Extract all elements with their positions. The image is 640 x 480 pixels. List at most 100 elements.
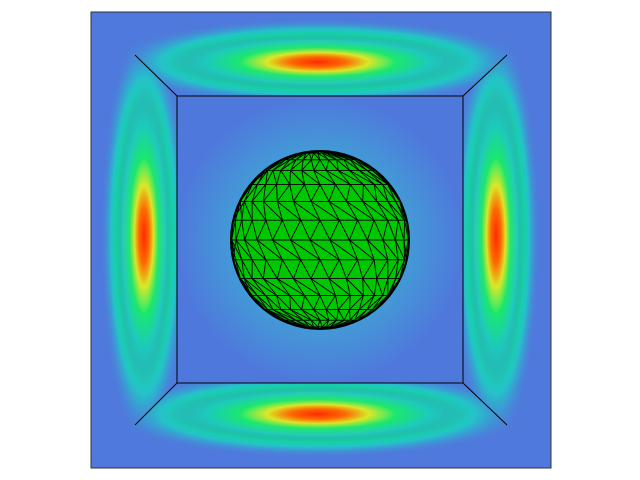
wire-edge (313, 170, 336, 185)
wire-edge (241, 259, 245, 279)
wire-edge (276, 201, 283, 221)
wire-edge (367, 239, 389, 261)
wire-edge (373, 259, 378, 279)
wire-edge (325, 159, 330, 171)
wire-edge (251, 278, 277, 296)
wire-edge (382, 239, 399, 261)
wire-edge (310, 159, 315, 171)
wire-edge (262, 184, 267, 202)
wire-edge (328, 259, 340, 279)
wire-edge (399, 259, 408, 279)
wire-edge (321, 319, 329, 328)
wire-edge (290, 219, 302, 241)
sphere-wireframe (231, 150, 409, 330)
wire-edge (403, 239, 406, 260)
wire-edge (289, 170, 291, 185)
wire-edge (349, 239, 375, 261)
wireframe-sphere[interactable] (230, 150, 410, 330)
wire-edge (290, 309, 312, 321)
wire-edge (243, 278, 258, 296)
right-wall (463, 12, 551, 468)
wire-edge (276, 184, 278, 202)
wire-edge (357, 309, 376, 321)
wire-edge (239, 278, 258, 296)
wire-edge (387, 201, 405, 221)
wire-edge (343, 309, 350, 321)
wire-edge (346, 278, 364, 296)
wire-edge (290, 159, 297, 171)
wire-edge (372, 295, 389, 310)
wire-edge (328, 184, 336, 202)
wire-edge (265, 220, 274, 241)
wire-edge (293, 278, 305, 296)
wire-edge (239, 184, 251, 202)
wire-edge (387, 220, 396, 241)
wire-edge (282, 259, 294, 279)
wire-edge (265, 259, 278, 279)
wire-edge (325, 309, 338, 321)
wire-edge (382, 184, 389, 202)
wire-edge (241, 259, 253, 279)
wire-edge (397, 220, 405, 241)
wire-edge (399, 201, 406, 221)
wire-edge (406, 220, 409, 241)
wire-edge (243, 201, 253, 221)
wire-edge (325, 170, 336, 185)
wire-edge (389, 184, 401, 202)
wire-edge (338, 219, 350, 241)
wire-edge (328, 201, 340, 221)
wire-edge (394, 220, 399, 241)
wire-edge (349, 170, 375, 185)
wire-edge (382, 184, 397, 202)
wire-edge (337, 170, 351, 185)
wire-edge (395, 259, 406, 279)
wire-edge (319, 326, 340, 330)
wire-edge (374, 170, 389, 185)
wire-edge (232, 201, 241, 221)
wire-edge (231, 220, 234, 241)
wire-edge (387, 259, 399, 279)
wire-edge (272, 239, 301, 261)
wire-edge (280, 309, 304, 321)
wire-edge (267, 309, 282, 321)
wire-edge (243, 278, 251, 296)
wire-edge (301, 159, 304, 171)
wire-edge (339, 319, 359, 328)
wire-edge (243, 184, 253, 202)
wire-edge (376, 259, 389, 279)
wire-edge (289, 295, 303, 310)
wire-edge (319, 159, 327, 171)
wire-edge (272, 220, 283, 241)
wire-edge (235, 239, 253, 261)
wire-edge (293, 201, 321, 221)
wire-edge (354, 159, 373, 171)
wire-edge (290, 309, 304, 321)
wire-edge (346, 201, 358, 221)
wire-edge (256, 239, 267, 260)
wire-edge (346, 201, 375, 221)
wire-edge (357, 259, 364, 279)
wire-edge (235, 220, 243, 241)
wire-edge (301, 170, 305, 185)
wire-edge (262, 201, 283, 221)
wire-edge (289, 295, 291, 310)
wire-edge (243, 184, 258, 202)
wire-edge (354, 309, 360, 321)
wire-edge (309, 219, 321, 241)
wire-edge (376, 201, 389, 221)
wire-edge (256, 295, 268, 310)
wire-edge (366, 295, 375, 310)
wire-edge (349, 295, 351, 310)
wire-edge (293, 201, 302, 221)
wire-edge (328, 278, 351, 296)
wire-edge (232, 201, 245, 221)
wire-edge (263, 278, 291, 296)
wire-edge (310, 278, 321, 296)
wire-edge (304, 184, 312, 202)
wire-edge (301, 295, 305, 310)
wire-edge (403, 220, 406, 241)
wire-edge (338, 259, 347, 279)
wire-edge (349, 295, 364, 310)
wire-edge (339, 152, 358, 161)
